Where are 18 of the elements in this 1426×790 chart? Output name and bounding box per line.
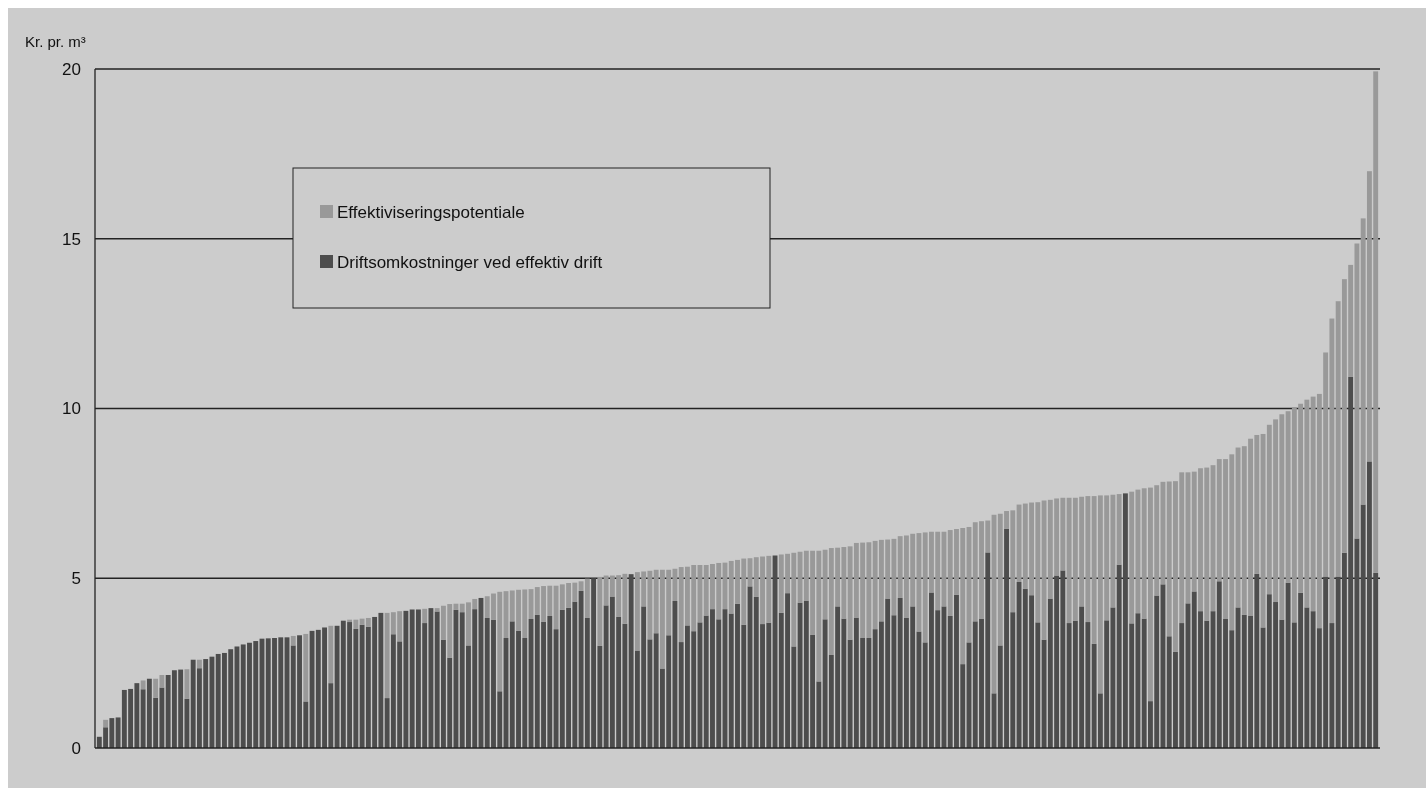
- legend-label: Effektiviseringspotentiale: [337, 202, 525, 222]
- legend-label: Driftsomkostninger ved effektiv drift: [337, 252, 603, 272]
- bar: [196, 659, 202, 669]
- y-tick-label: 5: [71, 569, 81, 589]
- bar: [422, 608, 428, 624]
- y-tick-label: 10: [62, 399, 81, 419]
- bar: [103, 719, 109, 728]
- bar: [140, 680, 146, 690]
- y-tick-label: 20: [62, 59, 81, 79]
- bar: [1116, 494, 1122, 565]
- bar: [597, 576, 603, 646]
- bar: [290, 635, 296, 646]
- bar: [184, 669, 190, 699]
- bar: [303, 633, 309, 702]
- y-tick-label: 15: [62, 229, 81, 249]
- bar: [328, 625, 334, 684]
- y-tick-label: 0: [71, 738, 81, 758]
- y-axis-title: Kr. pr. m³: [25, 33, 86, 50]
